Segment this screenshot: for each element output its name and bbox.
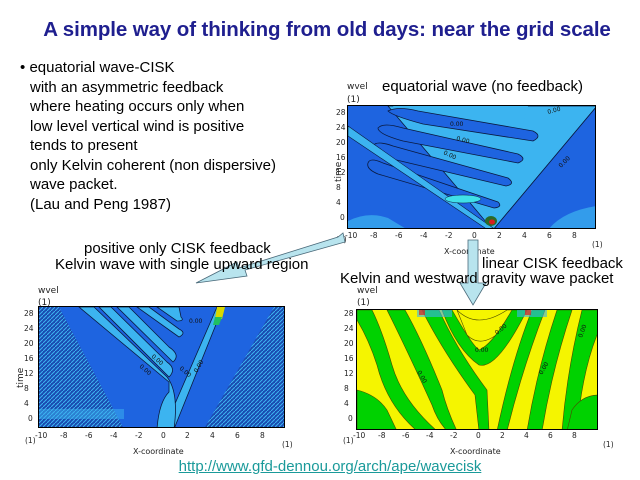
arrow-left-icon [195,232,346,284]
unit-label: (1) [347,95,360,105]
x-tick: 2 [500,431,505,440]
var-label: wvel [38,286,59,296]
x-tick: 6 [235,431,240,440]
y-tick: 28 [336,108,346,117]
contour-label: 0.00 [189,318,203,325]
bullet-item: • equatorial wave-CISK [20,58,276,78]
y-tick: 0 [340,213,345,222]
bullet-line: wave packet. [30,176,118,193]
x-tick: -4 [420,231,428,240]
y-tick: 8 [344,384,349,393]
x-tick: -8 [370,231,378,240]
y-tick: 0 [348,414,353,423]
arrow-down-icon [459,239,487,306]
y-tick: 24 [336,123,346,132]
x-tick: 2 [185,431,190,440]
x-tick: 2 [497,231,502,240]
y-tick: 8 [24,384,29,393]
unit-label: (1) [357,298,370,308]
y-tick: 20 [24,339,34,348]
y-tick: 8 [336,183,341,192]
contour-plot-linear-cisk: 0.00 0.00 0.00 0.00 0.00 [356,309,598,430]
x-axis-label: X-coordinate [133,447,184,456]
x-tick: 0 [476,431,481,440]
var-label: wvel [357,286,378,296]
x-tick: 8 [260,431,265,440]
y-tick: 16 [336,153,346,162]
axis-unit: (1) [282,440,293,449]
x-tick: 4 [210,431,215,440]
svg-text:0.00: 0.00 [577,324,588,339]
x-tick: 4 [522,231,527,240]
x-tick: -6 [85,431,93,440]
x-tick: -2 [445,231,453,240]
y-tick: 0 [28,414,33,423]
x-tick: -2 [450,431,458,440]
contour-label: 0.00 [475,347,489,354]
slide-title: A simple way of thinking from old days: … [43,18,611,41]
bullet-line: only Kelvin coherent (non dispersive) [30,156,276,174]
x-tick: 4 [524,431,529,440]
bullet-line: (Lau and Peng 1987) [30,195,171,213]
y-tick: 16 [344,354,354,363]
axis-unit: (1) [343,436,354,445]
y-tick: 12 [344,369,354,378]
y-tick: 4 [336,198,341,207]
svg-text:0.00: 0.00 [455,135,470,145]
axis-unit: (1) [592,240,603,249]
unit-label: (1) [38,298,51,308]
x-tick: -10 [345,231,358,240]
x-tick: -10 [353,431,366,440]
x-tick: -2 [135,431,143,440]
panel-caption: positive only CISK feedback [84,240,271,257]
y-tick: 16 [24,354,34,363]
y-tick: 28 [24,309,34,318]
axis-unit: (1) [25,436,36,445]
x-tick: -6 [395,231,403,240]
bullet-line: low level vertical wind is positive [30,117,245,135]
panel-caption: Kelvin and westward gravity wave packet [340,270,614,287]
y-tick: 4 [344,399,349,408]
y-tick: 12 [336,168,346,177]
y-tick: 20 [336,138,346,147]
contour-label: 0.00 [547,106,562,116]
x-tick: 8 [572,231,577,240]
y-tick: 24 [344,324,354,333]
axis-unit: (1) [603,440,614,449]
x-tick: 6 [548,431,553,440]
x-tick: -8 [60,431,68,440]
bullet-line: equatorial wave-CISK [29,59,175,76]
x-tick: -6 [402,431,410,440]
x-tick: 0 [472,231,477,240]
bullet-line: where heating occurs only when [30,98,245,115]
x-axis-label: X-coordinate [450,447,501,456]
svg-text:0.00: 0.00 [450,121,464,128]
bullet-line: with an asymmetric feedback [30,78,224,96]
bullet-line: tends to present [30,137,138,154]
y-tick: 28 [344,309,354,318]
x-tick: -4 [110,431,118,440]
y-tick: 20 [344,339,354,348]
panel-caption: equatorial wave (no feedback) [382,78,583,95]
bullet-marker: • [20,59,26,76]
y-tick: 4 [24,399,29,408]
contour-plot-equatorial-wave: 0.00 0.00 0.00 0.00 0.00 [347,105,596,229]
x-tick: 8 [572,431,577,440]
panel-caption: Kelvin wave with single upward region [55,256,309,273]
x-tick: -8 [378,431,386,440]
y-tick: 24 [24,324,34,333]
x-tick: -10 [35,431,48,440]
reference-link[interactable]: http://www.gfd-dennou.org/arch/ape/wavec… [178,458,482,475]
x-tick: -4 [426,431,434,440]
var-label: wvel [347,82,368,92]
x-tick: 6 [547,231,552,240]
bullet-list: • equatorial wave-CISK with an asymmetri… [20,58,276,214]
contour-plot-positive-cisk: 0.00 0.00 0.00 0.00 0.00 [38,306,285,428]
panel-caption: linear CISK feedback [482,255,623,272]
x-tick: 0 [161,431,166,440]
y-tick: 12 [24,369,34,378]
